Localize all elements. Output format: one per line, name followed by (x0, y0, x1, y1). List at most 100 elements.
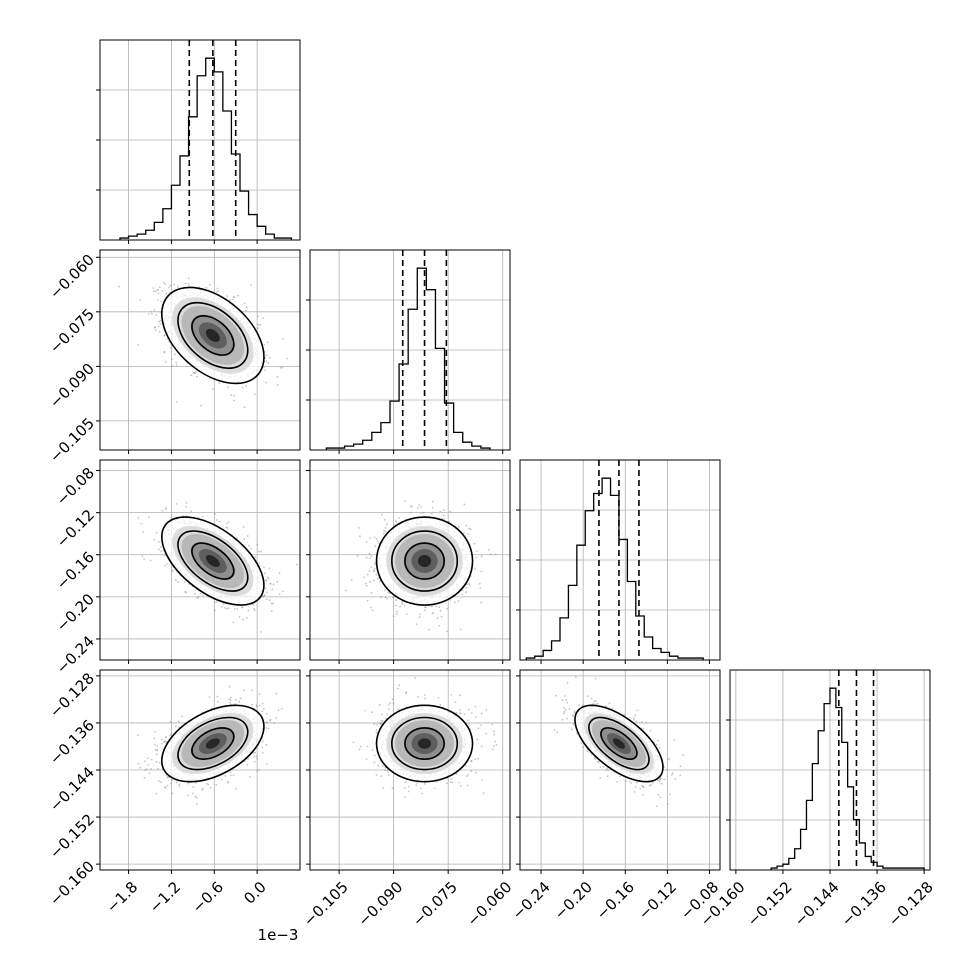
scatter-point (443, 509, 445, 511)
hist-step (325, 267, 491, 450)
panel-frame (309, 249, 511, 451)
scatter-point (184, 590, 187, 593)
scatter-point (168, 286, 170, 289)
scatter-point (169, 734, 171, 737)
scatter-point (232, 296, 235, 299)
scatter-point (150, 768, 152, 770)
scatter-point (453, 601, 456, 604)
scatter-point (229, 299, 232, 302)
scatter-point (245, 617, 248, 620)
scatter-point (266, 591, 269, 594)
scatter-point (464, 591, 467, 594)
scatter-point (438, 606, 441, 609)
scatter-point (178, 785, 181, 787)
scatter-point (432, 612, 435, 614)
density-level-5 (205, 555, 220, 568)
scatter-point (209, 786, 212, 789)
scatter-point (226, 527, 229, 529)
scatter-point (254, 556, 257, 558)
scatter-point (368, 552, 371, 555)
scatter-point (225, 607, 228, 610)
scatter-point (278, 572, 281, 575)
scatter-point (225, 526, 228, 529)
scatter-point (365, 556, 368, 559)
scatter-point (169, 284, 172, 287)
scatter-point (440, 615, 443, 618)
scatter-point (375, 537, 378, 540)
scatter-point (383, 529, 385, 532)
panel-content (100, 670, 300, 870)
contour-2 (191, 315, 235, 356)
scatter-point (165, 562, 168, 565)
scatter-point (142, 531, 145, 534)
scatter-point (154, 326, 157, 329)
scatter-point (150, 312, 153, 315)
scatter-point (376, 540, 379, 543)
scatter-point (157, 299, 159, 301)
scatter-point (232, 774, 235, 777)
scatter-panel-2-1 (306, 459, 511, 664)
ytick-label: −0.060 (46, 251, 98, 303)
scatter-point (443, 518, 446, 520)
scatter-point (137, 517, 140, 519)
panel-content (520, 460, 720, 660)
scatter-point (217, 700, 219, 703)
scatter-point (269, 719, 271, 722)
scatter-point (386, 523, 388, 526)
scatter-point (243, 538, 246, 541)
scatter-point (153, 309, 156, 311)
scatter-point (468, 584, 471, 586)
panel-content (100, 460, 300, 660)
scatter-point (279, 366, 282, 369)
scatter-point (395, 613, 398, 616)
scatter-point (461, 593, 464, 596)
scatter-point (394, 604, 397, 607)
scatter-point (467, 533, 470, 535)
scatter-point (241, 386, 244, 389)
scatter-point (192, 371, 195, 374)
ytick-label: −0.12 (53, 506, 98, 551)
contour-0 (375, 516, 474, 606)
scatter-point (262, 707, 265, 710)
scatter-point (228, 685, 231, 688)
scatter-point (231, 298, 234, 301)
scatter-point (366, 573, 369, 576)
scatter-point (371, 609, 374, 612)
scatter-point (431, 500, 434, 503)
scatter-point (233, 394, 236, 397)
scatter-point (153, 539, 156, 541)
scatter-point (165, 740, 168, 743)
scatter-point (296, 563, 298, 566)
scatter-point (446, 630, 448, 633)
scatter-point (410, 511, 412, 514)
scatter-point (262, 595, 265, 598)
scatter-point (154, 730, 156, 733)
scatter-point (420, 506, 423, 508)
scatter-point (359, 535, 361, 538)
scatter-point (264, 369, 266, 371)
scatter-point (163, 334, 166, 337)
scatter-point (276, 384, 279, 386)
scatter-panel-1-0: −0.105−0.090−0.075−0.060 (46, 249, 301, 466)
scatter-point (266, 763, 268, 765)
scatter-point (166, 784, 169, 787)
scatter-point (171, 569, 173, 572)
scatter-point (157, 767, 159, 770)
scatter-point (265, 381, 267, 384)
scatter-point (265, 354, 268, 357)
scatter-point (157, 325, 160, 328)
scatter-point (473, 542, 476, 545)
scatter-point (233, 608, 236, 610)
ytick-label: −0.08 (53, 464, 98, 509)
scatter-point (169, 347, 172, 349)
scatter-point (383, 518, 386, 521)
scatter-point (220, 778, 223, 781)
scatter-point (494, 553, 497, 555)
scatter-panel-3-0: −0.160−0.152−0.144−0.136−0.128−1.8 −1.2 −0… (46, 669, 301, 917)
hist-panel-0 (96, 39, 301, 244)
scatter-point (449, 599, 452, 601)
contour-1 (391, 530, 459, 592)
contour-1 (177, 530, 249, 592)
scatter-point (244, 309, 247, 312)
scatter-point (175, 361, 178, 364)
